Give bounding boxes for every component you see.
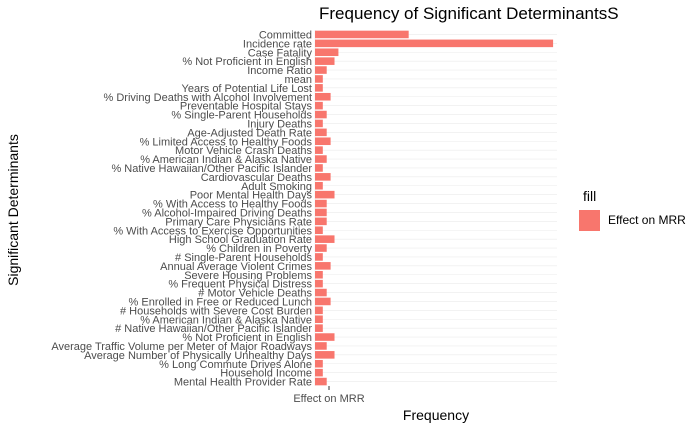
y-tick-label: Poor Mental Health Days <box>190 190 313 202</box>
y-axis-title: Significant Determinants <box>5 134 21 286</box>
bar <box>315 333 335 341</box>
bar <box>315 270 323 279</box>
legend-title: fill <box>583 188 597 204</box>
y-tick-label: mean <box>284 74 312 86</box>
y-tick-label: Mental Health Provider Rate <box>174 377 312 389</box>
y-tick-label: % Enrolled in Free or Reduced Lunch <box>129 296 312 308</box>
y-tick-label: Cardiovascular Deaths <box>201 172 313 184</box>
bar <box>315 351 335 359</box>
bar <box>315 359 323 368</box>
bar <box>315 110 327 119</box>
bar <box>315 137 331 146</box>
y-tick-label: Average Traffic Volume per Meter of Majo… <box>51 341 312 353</box>
bar <box>315 155 327 163</box>
bar <box>315 297 331 306</box>
y-tick-label: Incidence rate <box>243 38 312 50</box>
y-tick-label: # Households with Severe Cost Burden <box>120 305 312 317</box>
bar <box>315 181 323 190</box>
bar <box>315 306 323 315</box>
y-tick-label: % With Access to Exercise Opportunities <box>113 225 312 237</box>
gridlines <box>314 30 557 386</box>
bar <box>315 208 327 217</box>
bar <box>315 48 339 57</box>
y-tick-label: % Single-Parent Households <box>171 110 312 122</box>
plot-panel <box>315 30 557 386</box>
y-tick-label: Income Ratio <box>247 65 312 77</box>
bar <box>315 128 327 137</box>
y-tick-label: # Motor Vehicle Deaths <box>198 288 312 300</box>
bar <box>315 84 323 92</box>
y-tick-label: % Limited Access to Healthy Foods <box>140 136 313 148</box>
bar <box>315 279 323 288</box>
y-tick-label: # Single-Parent Households <box>175 252 312 264</box>
bar <box>315 66 327 74</box>
chart-title: Frequency of Significant DeterminantsS <box>319 4 619 23</box>
y-tick-label: High School Graduation Rate <box>169 234 312 246</box>
bar <box>315 173 331 181</box>
y-tick-label: Severe Housing Problems <box>184 270 312 282</box>
bar <box>315 164 323 172</box>
bar <box>315 39 554 48</box>
y-tick-label: % Not Proficient in English <box>182 56 312 68</box>
bar <box>315 226 323 235</box>
legend-label: Effect on MRR <box>608 213 686 227</box>
bar <box>315 30 409 39</box>
bar <box>315 324 323 332</box>
bar <box>315 119 323 128</box>
bar <box>315 75 323 83</box>
y-tick-label: % Children in Poverty <box>206 243 312 255</box>
y-tick-label: % Frequent Physical Distress <box>168 279 312 291</box>
bar <box>315 146 323 154</box>
y-tick-label: Primary Care Physicians Rate <box>165 216 312 228</box>
y-tick-label: % American Indian & Alaska Native <box>140 314 312 326</box>
y-tick-label: % Long Commute Drives Alone <box>159 359 312 371</box>
bar <box>315 315 323 324</box>
y-tick-label: Committed <box>259 29 312 41</box>
y-tick-label: Age-Adjusted Death Rate <box>187 127 312 139</box>
bar <box>315 57 335 65</box>
y-tick-label: % Alcohol-Impaired Driving Deaths <box>142 207 312 219</box>
y-tick-label: % American Indian & Alaska Native <box>140 154 312 166</box>
y-tick-label: % Native Hawaiian/Other Pacific Islander <box>111 163 312 175</box>
y-tick-label: % Driving Deaths with Alcohol Involvemen… <box>104 92 312 104</box>
bar <box>315 101 323 110</box>
bar <box>315 92 331 101</box>
legend-swatch <box>579 210 600 231</box>
y-tick-label: Adult Smoking <box>241 181 312 193</box>
bar <box>315 288 327 297</box>
x-tick-label: Effect on MRR <box>293 393 364 405</box>
bars <box>315 30 554 386</box>
y-tick-label: Case Fatality <box>248 47 313 59</box>
y-tick-label: Injury Deaths <box>247 118 312 130</box>
y-tick-label: Household Income <box>220 368 312 380</box>
y-tick-label: Average Number of Physically Unhealthy D… <box>84 350 312 362</box>
bar <box>315 262 331 270</box>
y-tick-label: Motor Vehicle Crash Deaths <box>175 145 312 157</box>
x-axis-title: Frequency <box>403 407 469 423</box>
x-tick-labels: Effect on MRR <box>293 386 365 405</box>
y-tick-label: Preventable Hospital Stays <box>180 101 313 113</box>
y-tick-label: Annual Average Violent Crimes <box>160 261 312 273</box>
y-tick-label: % Not Proficient in English <box>182 332 312 344</box>
bar <box>315 368 323 377</box>
bar <box>315 253 323 261</box>
bar <box>315 235 335 243</box>
bar <box>315 217 327 226</box>
bar <box>315 377 327 386</box>
y-tick-label: Years of Potential Life Lost <box>182 83 312 95</box>
y-tick-label: % With Access to Healthy Foods <box>153 199 312 211</box>
bar <box>315 244 327 252</box>
bar <box>315 199 327 208</box>
y-tick-label: # Native Hawaiian/Other Pacific Islander <box>115 323 312 335</box>
bar <box>315 190 335 199</box>
bar <box>315 342 327 350</box>
